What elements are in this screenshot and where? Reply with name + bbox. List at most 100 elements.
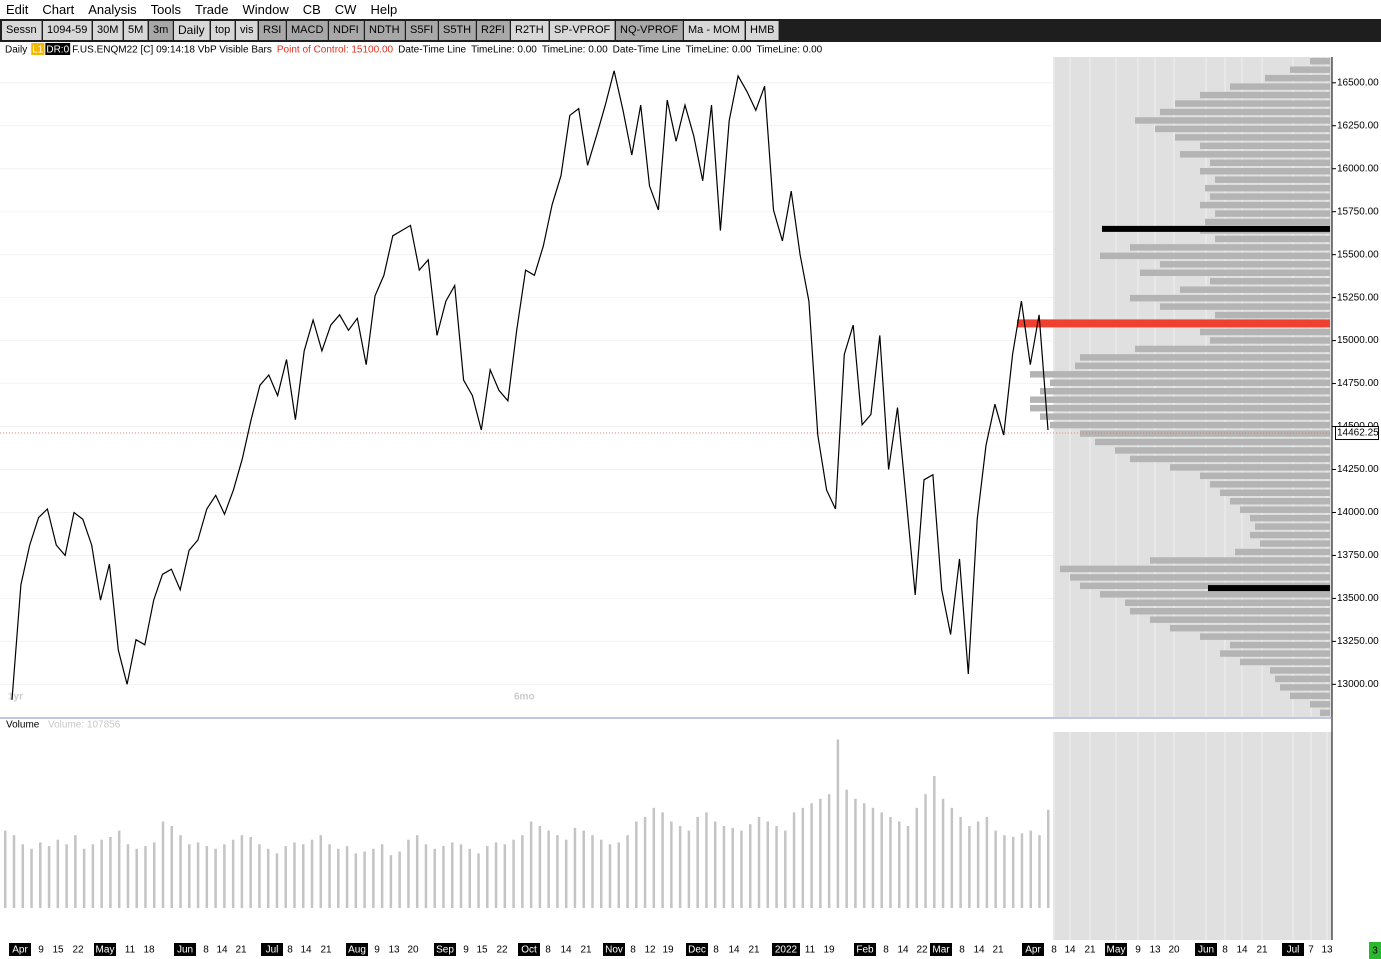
- date-label: 15: [476, 945, 488, 956]
- toolbar-button[interactable]: S5FI: [406, 21, 439, 40]
- y-tick-label: 13500.00: [1337, 593, 1379, 604]
- toolbar-button[interactable]: Ma - MOM: [684, 21, 745, 40]
- toolbar-button[interactable]: 5M: [124, 21, 149, 40]
- status-item: TimeLine: 0.00: [542, 45, 608, 56]
- volume-title: Volume: [6, 720, 40, 731]
- toolbar-button[interactable]: 3m: [149, 21, 174, 40]
- toolbar-button[interactable]: NQ-VPROF: [616, 21, 684, 40]
- profile-bar: [1115, 447, 1330, 454]
- y-tick-label: 15250.00: [1337, 292, 1379, 303]
- toolbar-button[interactable]: SP-VPROF: [550, 21, 616, 40]
- volume-bar: [722, 826, 726, 908]
- profile-bar: [1310, 58, 1330, 65]
- profile-bar: [1135, 345, 1330, 353]
- volume-bar: [477, 853, 480, 908]
- date-label: 18: [143, 945, 155, 956]
- toolbar-button[interactable]: Daily: [174, 21, 210, 40]
- profile-bar: [1250, 514, 1330, 522]
- profile-bar: [1170, 624, 1330, 632]
- toolbar-button[interactable]: R2FI: [477, 21, 510, 40]
- volume-bar: [74, 835, 77, 908]
- date-label: Apr: [1025, 945, 1041, 956]
- volume-bar: [801, 807, 805, 908]
- profile-bar: [1030, 371, 1330, 378]
- volume-bar: [862, 803, 866, 908]
- volume-bar: [231, 839, 235, 908]
- menu-item[interactable]: Help: [370, 2, 398, 17]
- profile-level: [1208, 585, 1330, 592]
- date-label: 9: [1135, 945, 1141, 956]
- toolbar-button[interactable]: RSI: [259, 21, 287, 40]
- menu-item[interactable]: CW: [334, 2, 357, 17]
- y-tick-label: 16500.00: [1337, 77, 1379, 88]
- date-label: 8: [1222, 945, 1228, 956]
- date-label: 14: [560, 945, 572, 956]
- volume-bar: [380, 844, 384, 908]
- y-tick-label: 14000.00: [1337, 507, 1379, 518]
- date-label: 20: [1168, 945, 1180, 956]
- toolbar-button[interactable]: MACD: [287, 21, 329, 40]
- profile-bar: [1205, 218, 1330, 226]
- volume-bar: [21, 844, 25, 908]
- profile-bar: [1155, 125, 1330, 133]
- toolbar-button[interactable]: 1094-59: [43, 21, 93, 40]
- profile-bar: [1180, 286, 1330, 293]
- toolbar-button[interactable]: R2TH: [511, 21, 549, 40]
- date-label: 8: [630, 945, 636, 956]
- status-poc: Point of Control: 15100.00: [277, 45, 394, 56]
- month-badge: [346, 943, 368, 956]
- volume-bar: [968, 826, 971, 908]
- menu-item[interactable]: Window: [242, 2, 289, 17]
- volume-bar: [792, 812, 796, 908]
- status-item: Date-Time Line: [613, 45, 681, 56]
- status-level: L1: [32, 45, 44, 56]
- volume-bar: [784, 830, 787, 908]
- menu-item[interactable]: Tools: [150, 2, 181, 17]
- menu-item[interactable]: Chart: [42, 2, 75, 17]
- volume-bar: [906, 826, 910, 908]
- profile-bar: [1080, 354, 1330, 361]
- profile-bar: [1200, 472, 1330, 480]
- toolbar-button[interactable]: top: [211, 21, 236, 40]
- toolbar-button[interactable]: Sessn: [2, 21, 42, 40]
- profile-bar: [1150, 616, 1330, 623]
- volume-bar: [1011, 836, 1015, 908]
- toolbar-button[interactable]: HMB: [746, 21, 780, 40]
- date-label: 8: [545, 945, 551, 956]
- volume-bar: [433, 848, 436, 908]
- profile-bar: [1215, 176, 1330, 183]
- profile-bar: [1200, 633, 1330, 640]
- toolbar-button[interactable]: S5TH: [439, 21, 477, 40]
- menu-item[interactable]: Edit: [6, 2, 29, 17]
- toolbar-button[interactable]: NDFI: [329, 21, 364, 40]
- profile-bar: [1230, 83, 1330, 90]
- status-item: TimeLine: 0.00: [471, 45, 537, 56]
- future-area: [1053, 57, 1332, 717]
- menu-item[interactable]: Trade: [194, 2, 229, 17]
- volume-bar: [109, 836, 112, 908]
- profile-bar: [1220, 489, 1330, 496]
- volume-bar: [775, 826, 778, 908]
- profile-bar: [1100, 252, 1330, 260]
- date-label: Mar: [932, 945, 950, 956]
- menu-item[interactable]: CB: [302, 2, 321, 17]
- month-badge: [1282, 943, 1304, 956]
- volume-bar: [547, 830, 550, 908]
- date-label: 14: [216, 945, 228, 956]
- volume-bar: [319, 835, 323, 908]
- date-label: 21: [992, 945, 1004, 956]
- y-tick-label: 15000.00: [1337, 335, 1379, 346]
- volume-bar: [766, 821, 770, 908]
- month-badge: [854, 943, 876, 956]
- date-label: 14: [1236, 945, 1248, 956]
- date-label: May: [1107, 945, 1126, 956]
- toolbar-button[interactable]: NDTH: [365, 21, 405, 40]
- month-badge: [174, 943, 196, 956]
- toolbar-button[interactable]: vis: [236, 21, 259, 40]
- volume-bar: [188, 844, 191, 908]
- volume-bar: [161, 821, 165, 908]
- menu-item[interactable]: Analysis: [88, 2, 137, 17]
- toolbar-button[interactable]: 30M: [93, 21, 124, 40]
- volume-bar: [871, 807, 875, 908]
